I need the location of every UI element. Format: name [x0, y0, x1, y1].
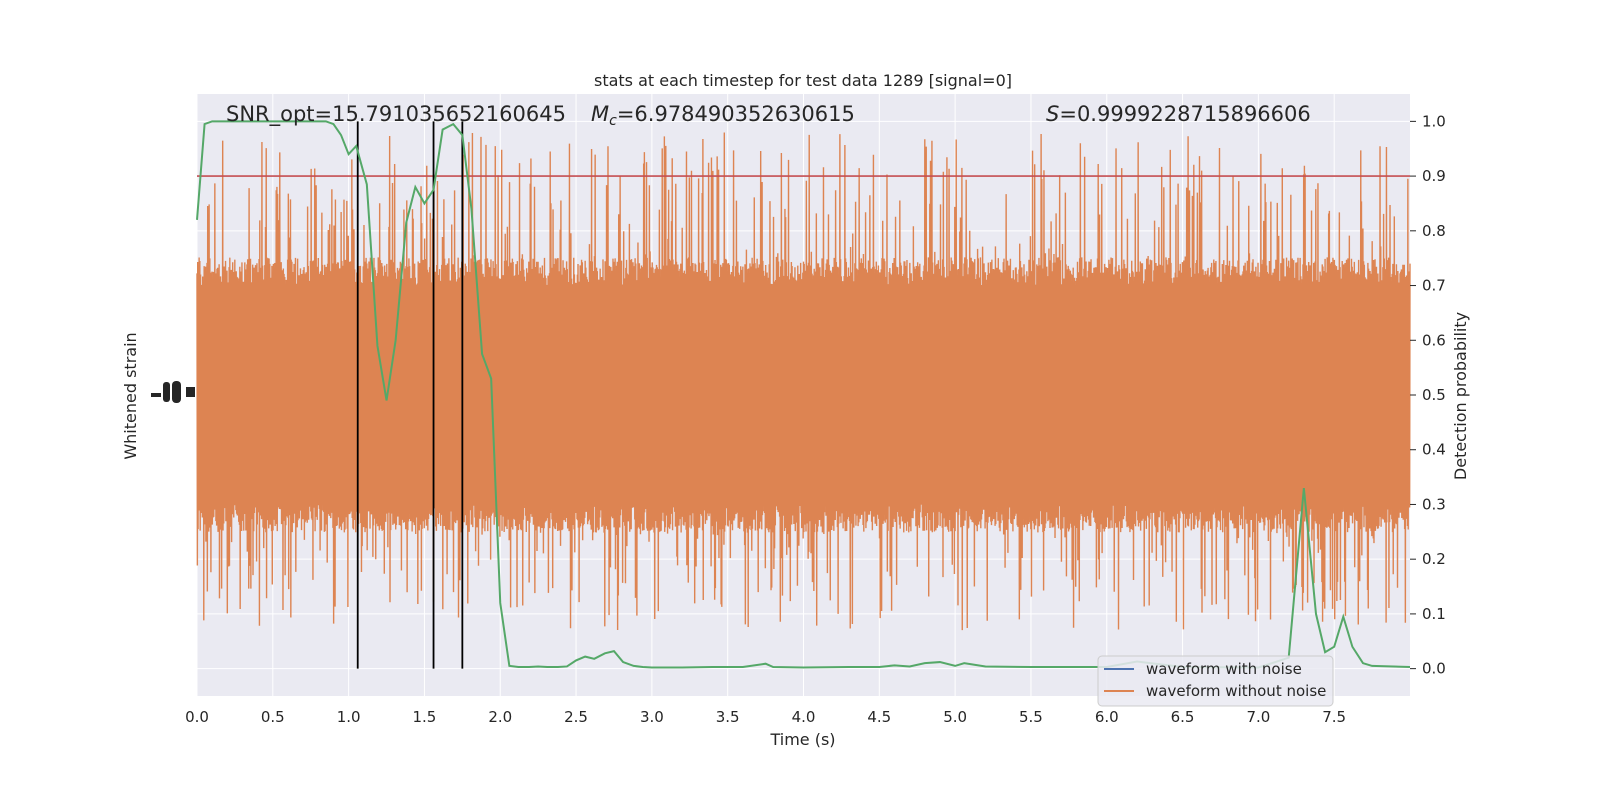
y-axis-right-ticks: 0.0 0.1 0.2 0.3 0.4 0.5 0.6 0.7 0.8 0.9 1.0 [1410, 112, 1446, 678]
y-tick-label: 0.6 [1422, 331, 1446, 349]
strain-waveform-without-noise [196, 132, 1411, 631]
s-symbol: S [1046, 102, 1059, 126]
strain-waveform-path [196, 132, 1411, 631]
x-axis-label: Time (s) [769, 730, 835, 749]
left-axis-overlapping-ticks [151, 381, 195, 403]
x-tick-label: 6.5 [1171, 708, 1195, 726]
x-tick-label: 7.5 [1322, 708, 1346, 726]
y-tick-label: 1.0 [1422, 112, 1446, 130]
left-tick-blob [163, 382, 170, 402]
x-tick-label: 2.5 [564, 708, 588, 726]
x-tick-label: 4.5 [867, 708, 891, 726]
x-tick-label: 4.0 [792, 708, 816, 726]
legend-label-without-noise: waveform without noise [1146, 682, 1326, 700]
x-tick-label: 2.0 [488, 708, 512, 726]
detection-probability-path [196, 120, 1411, 669]
s-statistic-annotation: S=0.9999228715896606 [1046, 102, 1311, 126]
detection-probability-line [196, 120, 1411, 669]
y-tick-label: 0.9 [1422, 167, 1446, 185]
chirp-mass-annotation: Mc=6.978490352630615 [591, 102, 855, 129]
legend-label-with-noise: waveform with noise [1146, 660, 1302, 678]
x-tick-label: 7.0 [1246, 708, 1270, 726]
x-tick-label: 3.5 [716, 708, 740, 726]
x-axis-ticks: 0.0 0.5 1.0 1.5 2.0 2.5 3.0 3.5 4.0 4.5 5.0 5.5 6.0 6… [185, 708, 1346, 726]
left-tick-blob [186, 387, 195, 397]
chart-title: stats at each timestep for test data 128… [594, 71, 1012, 90]
x-tick-label: 6.0 [1095, 708, 1119, 726]
x-tick-label: 0.5 [261, 708, 285, 726]
event-markers [356, 121, 464, 669]
legend: waveform with noise waveform without noi… [1097, 655, 1334, 707]
chirp-mass-symbol: M [591, 102, 609, 126]
left-tick-blob [151, 393, 161, 397]
y-tick-label: 0.0 [1422, 660, 1446, 678]
y-tick-label: 0.4 [1422, 441, 1446, 459]
y-tick-label: 0.3 [1422, 495, 1446, 513]
s-value: =0.9999228715896606 [1059, 102, 1310, 126]
y-axis-left-label: Whitened strain [121, 332, 140, 459]
x-tick-label: 5.0 [943, 708, 967, 726]
legend-frame [1097, 655, 1334, 707]
y-axis-right-label: Detection probability [1451, 312, 1470, 480]
x-tick-label: 1.0 [337, 708, 361, 726]
y-tick-label: 0.2 [1422, 550, 1446, 568]
y-tick-label: 0.8 [1422, 222, 1446, 240]
chirp-mass-subscript: c [609, 113, 617, 129]
snr-annotation: SNR_opt=15.791035652160645 [226, 102, 566, 127]
left-tick-blob [172, 381, 181, 403]
chirp-mass-value: =6.978490352630615 [617, 102, 855, 126]
x-tick-label: 0.0 [185, 708, 209, 726]
y-tick-label: 0.5 [1422, 386, 1446, 404]
x-tick-label: 1.5 [413, 708, 437, 726]
y-tick-label: 0.1 [1422, 605, 1446, 623]
y-tick-label: 0.7 [1422, 277, 1446, 295]
x-tick-label: 3.0 [640, 708, 664, 726]
x-tick-label: 5.5 [1019, 708, 1043, 726]
